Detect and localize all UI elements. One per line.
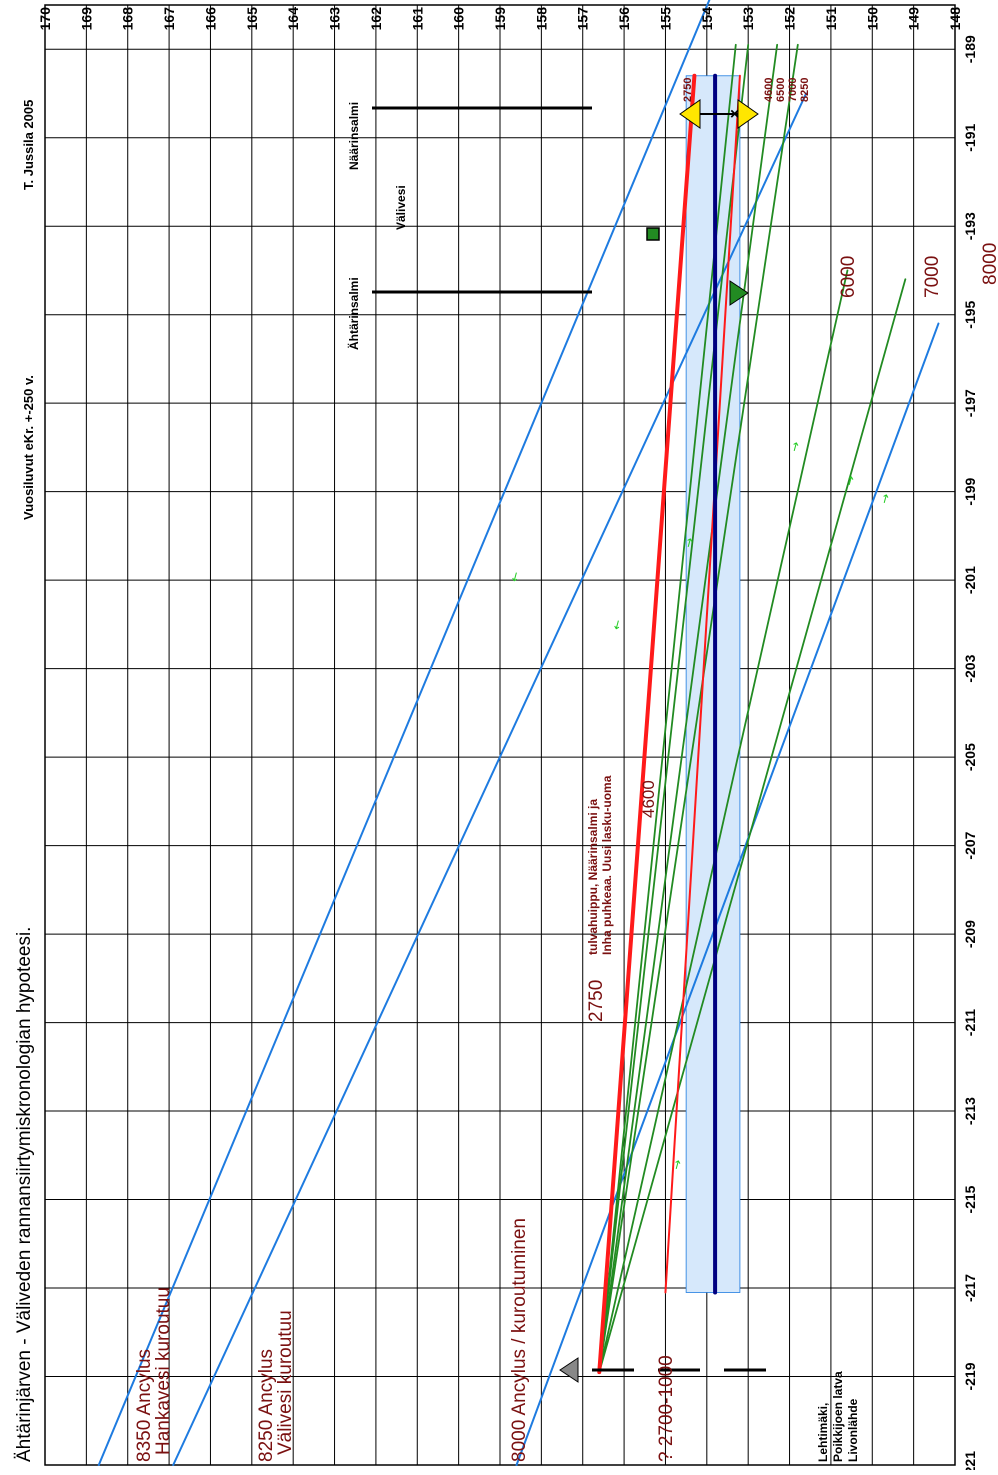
y-tick-label: 155 bbox=[657, 7, 673, 31]
x-tick-label: -197 bbox=[962, 389, 978, 417]
annotation-lehtimaki: Lehtimäki, bbox=[816, 1403, 830, 1462]
band-layer bbox=[685, 75, 741, 1293]
annotation-2750-c: Inha puhkeaa. Uusi lasku-uoma bbox=[600, 775, 614, 955]
series-line-6000 bbox=[598, 43, 779, 1373]
series-line-8000 bbox=[515, 322, 940, 1466]
series-line-8250 bbox=[172, 92, 808, 1466]
y-tick-label: 148 bbox=[947, 7, 963, 31]
water-level-band bbox=[685, 75, 741, 1293]
annotation-8250-b: Välivesi kuroutuu bbox=[275, 1310, 296, 1455]
y-tick-label: 163 bbox=[327, 7, 343, 31]
annotation-8350-b: Hankavesi kuroutuu bbox=[153, 1287, 174, 1455]
y-tick-label: 153 bbox=[740, 7, 756, 31]
annotation-8000-right: 8000 bbox=[980, 243, 998, 285]
y-tick-label: 152 bbox=[782, 7, 798, 31]
x-tick-label: -211 bbox=[962, 1009, 978, 1036]
y-tick-label: 167 bbox=[161, 7, 177, 31]
x-tick-label: -221 bbox=[962, 1451, 978, 1470]
yellow-triangle-left bbox=[679, 99, 701, 129]
x-tick-label: -213 bbox=[962, 1097, 978, 1125]
x-tick-label: -205 bbox=[962, 743, 978, 771]
y-tick-label: 158 bbox=[533, 7, 549, 31]
annotation-2750: 2750 bbox=[586, 980, 607, 1022]
y-tick-label: 169 bbox=[78, 7, 94, 31]
annotation-ahtarinsalmi: Ähtärinsalmi bbox=[346, 277, 361, 350]
annotation-4600: 4600 bbox=[639, 780, 658, 818]
x-tick-label: -199 bbox=[962, 477, 978, 505]
x-tick-label: -215 bbox=[962, 1185, 978, 1213]
x-tick-label: -217 bbox=[962, 1274, 978, 1302]
y-tick-label: 151 bbox=[823, 7, 839, 31]
green-triangle-marker bbox=[729, 280, 749, 306]
y-tick-label: 149 bbox=[906, 7, 922, 31]
series-line-7000 bbox=[598, 43, 799, 1373]
annotation-8250: 8250 Ancylus bbox=[256, 1349, 277, 1462]
annotation-8000: 8000 Ancylus / kuroutuminen bbox=[509, 1218, 530, 1462]
chart-title: Ähtärinjärven - Väliveden rannansiirtymi… bbox=[14, 927, 35, 1462]
y-tick-label: 164 bbox=[285, 7, 301, 31]
x-tick-label: -207 bbox=[962, 831, 978, 859]
annotation-2750-b: tulvahuippu, Näärinsalmi ja bbox=[586, 799, 600, 955]
y-tick-label: 154 bbox=[699, 7, 715, 31]
series-line-4600 bbox=[598, 43, 737, 1373]
y-tick-label: 161 bbox=[409, 7, 425, 31]
tick-layer: 170 169 168 167 166 165 164 163 162 161 160 159 158 1… bbox=[37, 7, 978, 1475]
series-line-7000-lower- bbox=[598, 278, 907, 1373]
series-line-2700-1000 bbox=[664, 74, 741, 1294]
y-tick-label: 150 bbox=[864, 7, 880, 31]
x-tick-label: -195 bbox=[962, 300, 978, 328]
series-label-2750: 2750 bbox=[682, 78, 694, 102]
y-tick-label: 156 bbox=[616, 7, 632, 31]
series-line-6000-lower- bbox=[598, 269, 849, 1373]
chart-subtitle: Vuosiluvut eKr. +-250 v. bbox=[21, 375, 36, 520]
y-tick-label: 166 bbox=[202, 7, 218, 31]
gray-triangle-marker bbox=[559, 1357, 579, 1383]
y-tick-label: 159 bbox=[492, 7, 508, 31]
series-line-8350 bbox=[97, 0, 711, 1466]
series-layer bbox=[97, 0, 940, 1466]
series-line-6500 bbox=[598, 43, 750, 1373]
series-line-2750 bbox=[597, 73, 697, 1375]
x-tick-label: -193 bbox=[962, 212, 978, 240]
annotation-livonlahde: Livonlähde bbox=[846, 1398, 860, 1462]
y-tick-label: 160 bbox=[451, 7, 467, 31]
series-label-8250: 8250 bbox=[799, 78, 811, 102]
x-tick-label: -203 bbox=[962, 654, 978, 682]
y-tick-label: 165 bbox=[244, 7, 260, 31]
x-tick-label: -201 bbox=[962, 566, 978, 594]
annotation-poikkijoen: Poikkijoen latva bbox=[831, 1371, 845, 1462]
green-square-marker bbox=[646, 227, 660, 241]
chart-credit: T. Jussila 2005 bbox=[21, 100, 36, 190]
x-tick-label: -191 bbox=[962, 124, 978, 152]
x-tick-label: -189 bbox=[962, 35, 978, 63]
yellow-triangle-right bbox=[737, 99, 759, 129]
annotation-valivesi: Välivesi bbox=[394, 185, 408, 230]
x-tick-label: -209 bbox=[962, 920, 978, 948]
annotation-7000: 7000 bbox=[922, 256, 943, 298]
x-marker: × bbox=[730, 106, 739, 123]
series-label-7000: 7000 bbox=[787, 78, 799, 102]
annotation-8350: 8350 Ancylus bbox=[134, 1349, 155, 1462]
series-label-6500: 6500 bbox=[775, 78, 787, 102]
y-tick-label: 162 bbox=[368, 7, 384, 31]
annotation-naarinsalmi: Näärinsalmi bbox=[347, 102, 361, 170]
y-tick-label: 168 bbox=[120, 7, 136, 31]
y-tick-label: 170 bbox=[37, 7, 53, 31]
x-tick-label: -219 bbox=[962, 1362, 978, 1390]
series-label-4600: 4600 bbox=[763, 78, 775, 102]
annotation-6000: 6000 bbox=[838, 256, 859, 298]
annotation-2700-1000: ? 2700-1000 bbox=[656, 1355, 677, 1462]
y-tick-label: 157 bbox=[575, 7, 591, 31]
